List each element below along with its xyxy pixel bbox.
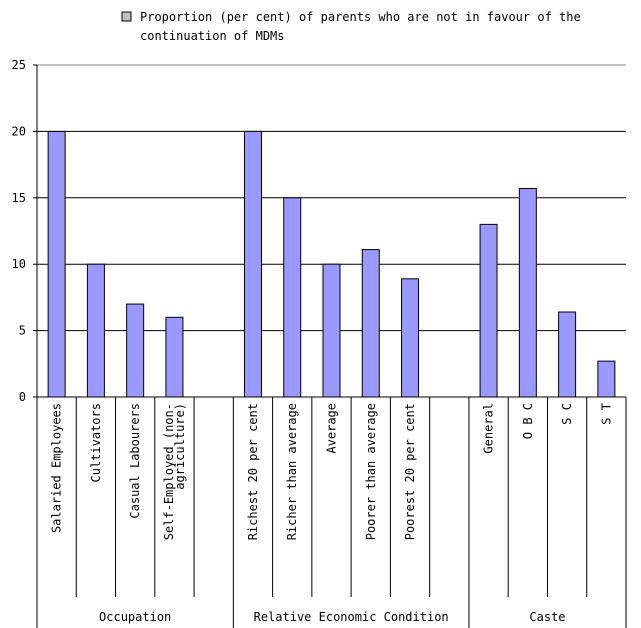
y-axis-ticks: 0 5 10 15 20 25 [12,58,37,404]
category-label: Richer than average [285,403,299,540]
y-tick-label: 25 [12,58,26,72]
bar [243,130,262,398]
bar [518,188,537,398]
bar [47,130,66,398]
bar [479,223,498,398]
bar [401,278,420,398]
legend-label: continuation of MDMs [140,29,285,43]
y-tick-label: 0 [19,390,26,404]
bar [165,316,184,398]
category-label: agriculture) [173,403,187,490]
category-label: Richest 20 per cent [246,403,260,540]
y-tick-label: 15 [12,191,26,205]
y-tick-label: 10 [12,257,26,271]
x-axis-labels: Salaried Employees Cultivators Casual Labo… [36,397,627,597]
bar [558,311,577,398]
group-label: Caste [529,610,565,624]
bar [126,303,145,398]
category-label: Poorest 20 per cent [403,403,417,540]
bar [597,360,616,398]
x-axis [36,65,626,398]
category-label: Salaried Employees [50,403,64,533]
group-label: Relative Economic Condition [254,610,449,624]
group-label: Occupation [99,610,171,624]
bar [322,263,341,398]
category-label: S T [599,403,613,425]
legend-swatch [121,11,132,22]
y-tick-label: 20 [12,124,26,138]
category-label: General [482,403,496,454]
bar [86,263,105,398]
category-label: Average [325,403,339,454]
category-label: O B C [521,403,535,439]
category-groups: Occupation Relative Economic Condition Cas… [36,597,627,628]
category-label: Self-Employed (non- [162,403,176,540]
y-tick-label: 5 [19,324,26,338]
legend-label: Proportion (per cent) of parents who are… [140,10,581,24]
legend: Proportion (per cent) of parents who are… [121,10,581,43]
category-label: Poorer than average [364,403,378,540]
category-label: Cultivators [89,403,103,482]
category-label: S C [560,403,574,425]
category-label: Casual Labourers [128,403,142,519]
bar [361,249,380,398]
bar [283,197,302,398]
